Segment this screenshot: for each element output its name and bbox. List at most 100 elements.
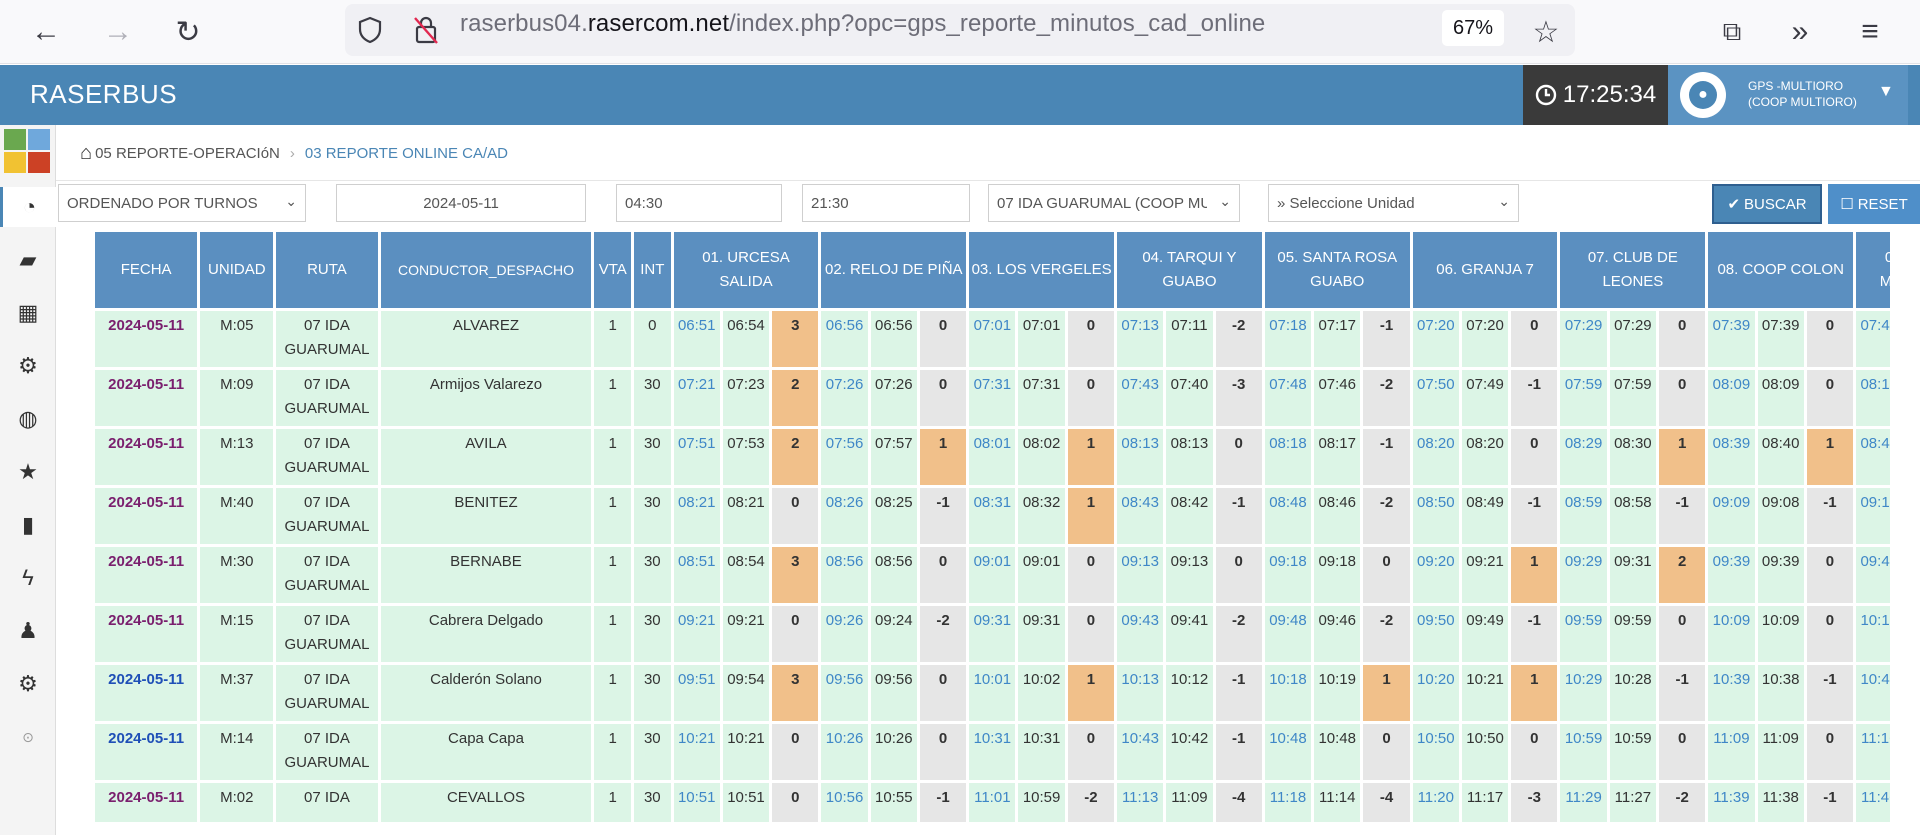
cell-actual-time: 07:39 — [1757, 311, 1804, 367]
date-input[interactable]: 2024-05-11 — [336, 184, 586, 222]
address-bar[interactable] — [345, 4, 1575, 56]
cogs-icon[interactable]: ⚙ — [18, 671, 38, 696]
cell-difference: -1 — [1806, 665, 1854, 721]
overflow-chevrons-icon[interactable]: » — [1791, 15, 1809, 48]
extensions-icon[interactable]: ⧉ — [1722, 16, 1742, 46]
back-arrow-icon[interactable]: ← — [31, 15, 61, 48]
table-row[interactable]: 2024-05-11 M:30 07 IDA GUARUMAL BERNABE 1 30 0… — [95, 547, 1890, 603]
cell-scheduled-time: 08:43 — [1117, 488, 1164, 544]
gear-icon[interactable]: ⚙ — [18, 353, 38, 378]
reload-icon[interactable]: ↻ — [175, 15, 201, 49]
cell-difference: -4 — [1215, 783, 1262, 822]
check-icon: ✔ — [1727, 196, 1741, 213]
table-row[interactable]: 2024-05-11 M:14 07 IDA GUARUMAL Capa Capa 1 3… — [95, 724, 1890, 780]
cell-actual-time: 06:54 — [722, 311, 770, 367]
cell-actual-time: 10:21 — [1461, 665, 1509, 721]
cell-actual-time: 09:08 — [1757, 488, 1804, 544]
time-from-input[interactable]: 04:30 — [616, 184, 782, 222]
cell-ruta: 07 IDA GUARUMAL — [276, 606, 378, 662]
cell-actual-time: 08:20 — [1461, 429, 1509, 485]
col-int[interactable]: INT — [634, 232, 671, 308]
time-to-input[interactable]: 21:30 — [802, 184, 970, 222]
cell-ruta: 07 IDA GUARUMAL — [276, 429, 378, 485]
col-stop[interactable]: 01. URCESA SALIDA — [673, 232, 819, 308]
collapse-sidebar-icon[interactable]: ⊙ — [22, 728, 34, 745]
cell-fecha: 2024-05-11 — [95, 783, 198, 822]
cell-difference: 0 — [1215, 547, 1262, 603]
col-stop[interactable]: 08. COOP COLON — [1708, 232, 1854, 308]
table-row[interactable]: 2024-05-11 M:40 07 IDA GUARUMAL BENITEZ 1 30 0… — [95, 488, 1890, 544]
table-row[interactable]: 2024-05-11 M:02 07 IDA CEVALLOS 1 30 10:51 10:5… — [95, 783, 1890, 822]
cell-scheduled-time: 09:48 — [1264, 606, 1312, 662]
calendar-icon[interactable]: ▦ — [17, 300, 39, 325]
table-row[interactable]: 2024-05-11 M:05 07 IDA GUARUMAL ALVAREZ 1 0 06… — [95, 311, 1890, 367]
col-fecha[interactable]: FECHA — [95, 232, 198, 308]
cell-scheduled-time: 09:20 — [1412, 547, 1459, 603]
cell-difference: 0 — [1511, 724, 1558, 780]
cell-difference: 0 — [1363, 724, 1410, 780]
cell-scheduled-time: 07:21 — [673, 370, 720, 426]
cell-scheduled-time: 08:16 — [1856, 370, 1890, 426]
cell-actual-time: 09:21 — [722, 606, 770, 662]
url-path: /index.php?opc=gps_reporte_minutos_cad_o… — [729, 10, 1266, 37]
table-row[interactable]: 2024-05-11 M:09 07 IDA GUARUMAL Armijos Val… — [95, 370, 1890, 426]
cell-difference: 1 — [1067, 665, 1115, 721]
col-conductor[interactable]: CONDUCTOR_DESPACHO — [380, 232, 592, 308]
reset-button[interactable]: ☐ RESET — [1828, 184, 1920, 224]
col-stop[interactable]: 03. LOS VERGELES — [969, 232, 1115, 308]
col-vta[interactable]: VTA — [594, 232, 632, 308]
dashboard-icon[interactable]: ◔ — [0, 187, 56, 227]
star-bookmark-icon[interactable]: ☆ — [1532, 15, 1560, 49]
cell-scheduled-time: 07:29 — [1560, 311, 1607, 367]
cell-actual-time: 10:28 — [1609, 665, 1656, 721]
search-button[interactable]: ✔ BUSCAR — [1712, 184, 1822, 224]
cell-scheduled-time: 10:39 — [1708, 665, 1755, 721]
cell-ruta: 07 IDA GUARUMAL — [276, 311, 378, 367]
table-row[interactable]: 2024-05-11 M:15 07 IDA GUARUMAL Cabrera Del… — [95, 606, 1890, 662]
col-stop[interactable]: 07. CLUB DE LEONES — [1560, 232, 1706, 308]
cell-scheduled-time: 08:29 — [1560, 429, 1607, 485]
star-icon[interactable]: ★ — [18, 459, 38, 484]
folder-icon[interactable]: ▰ — [19, 247, 37, 272]
bookmark-icon[interactable]: ▮ — [21, 512, 35, 537]
cell-actual-time: 08:30 — [1609, 429, 1656, 485]
cell-actual-time: 08:46 — [1314, 488, 1361, 544]
cell-scheduled-time: 09:31 — [969, 606, 1016, 662]
cell-ruta: 07 IDA GUARUMAL — [276, 547, 378, 603]
breadcrumb-item-online[interactable]: 03 REPORTE ONLINE CA/AD — [304, 144, 508, 162]
route-select[interactable]: 07 IDA GUARUMAL (COOP MU ⌄ — [988, 184, 1240, 222]
table-row[interactable]: 2024-05-11 M:37 07 IDA GUARUMAL Calderón So… — [95, 665, 1890, 721]
table-row[interactable]: 2024-05-11 M:13 07 IDA GUARUMAL AVILA 1 30 07:… — [95, 429, 1890, 485]
col-stop[interactable]: 06. GRANJA 7 — [1412, 232, 1558, 308]
col-ruta[interactable]: RUTA — [276, 232, 378, 308]
browser-toolbar: ← → ↻ raserbus04.rasercom.net/index.php?… — [0, 0, 1920, 64]
cell-vta: 1 — [594, 488, 632, 544]
cell-scheduled-time: 09:13 — [1117, 547, 1164, 603]
globe-icon[interactable]: ◍ — [18, 406, 38, 431]
col-stop[interactable]: 04. TARQUI Y GUABO — [1117, 232, 1262, 308]
cell-unidad: M:37 — [200, 665, 274, 721]
report-table-wrapper[interactable]: FECHA UNIDAD RUTA CONDUCTOR_DESPACHO VTA… — [95, 232, 1890, 822]
cell-scheduled-time: 09:29 — [1560, 547, 1607, 603]
hamburger-menu-icon[interactable]: ≡ — [1861, 15, 1879, 48]
cell-scheduled-time: 08:56 — [821, 547, 868, 603]
cell-conductor: BENITEZ — [380, 488, 592, 544]
cell-scheduled-time: 10:26 — [821, 724, 868, 780]
zoom-indicator[interactable]: 67% — [1442, 10, 1504, 46]
user-menu[interactable]: ● GPS -MULTIORO (COOP MULTIORO) ▼ — [1668, 65, 1908, 125]
breadcrumb-item-reporte[interactable]: 05 REPORTE-OPERACIóN — [95, 144, 280, 162]
order-select[interactable]: ORDENADO POR TURNOS ⌄ — [58, 184, 306, 222]
unit-select[interactable]: » Seleccione Unidad ⌄ — [1268, 184, 1519, 222]
forward-arrow-icon[interactable]: → — [103, 15, 133, 48]
cell-scheduled-time: 07:48 — [1264, 370, 1312, 426]
bolt-icon[interactable]: ϟ — [22, 565, 34, 590]
home-icon[interactable]: ⌂ — [80, 141, 93, 164]
col-stop[interactable]: 05. SANTA ROSA GUABO — [1264, 232, 1410, 308]
cell-difference: 3 — [772, 665, 819, 721]
bell-icon[interactable]: ♟ — [18, 618, 38, 643]
col-stop[interactable]: 09. PARQUE MIRAFLORES — [1856, 232, 1890, 308]
cell-int: 30 — [634, 783, 671, 822]
col-unidad[interactable]: UNIDAD — [200, 232, 274, 308]
col-stop[interactable]: 02. RELOJ DE PIÑA — [821, 232, 967, 308]
cell-scheduled-time: 09:18 — [1264, 547, 1312, 603]
